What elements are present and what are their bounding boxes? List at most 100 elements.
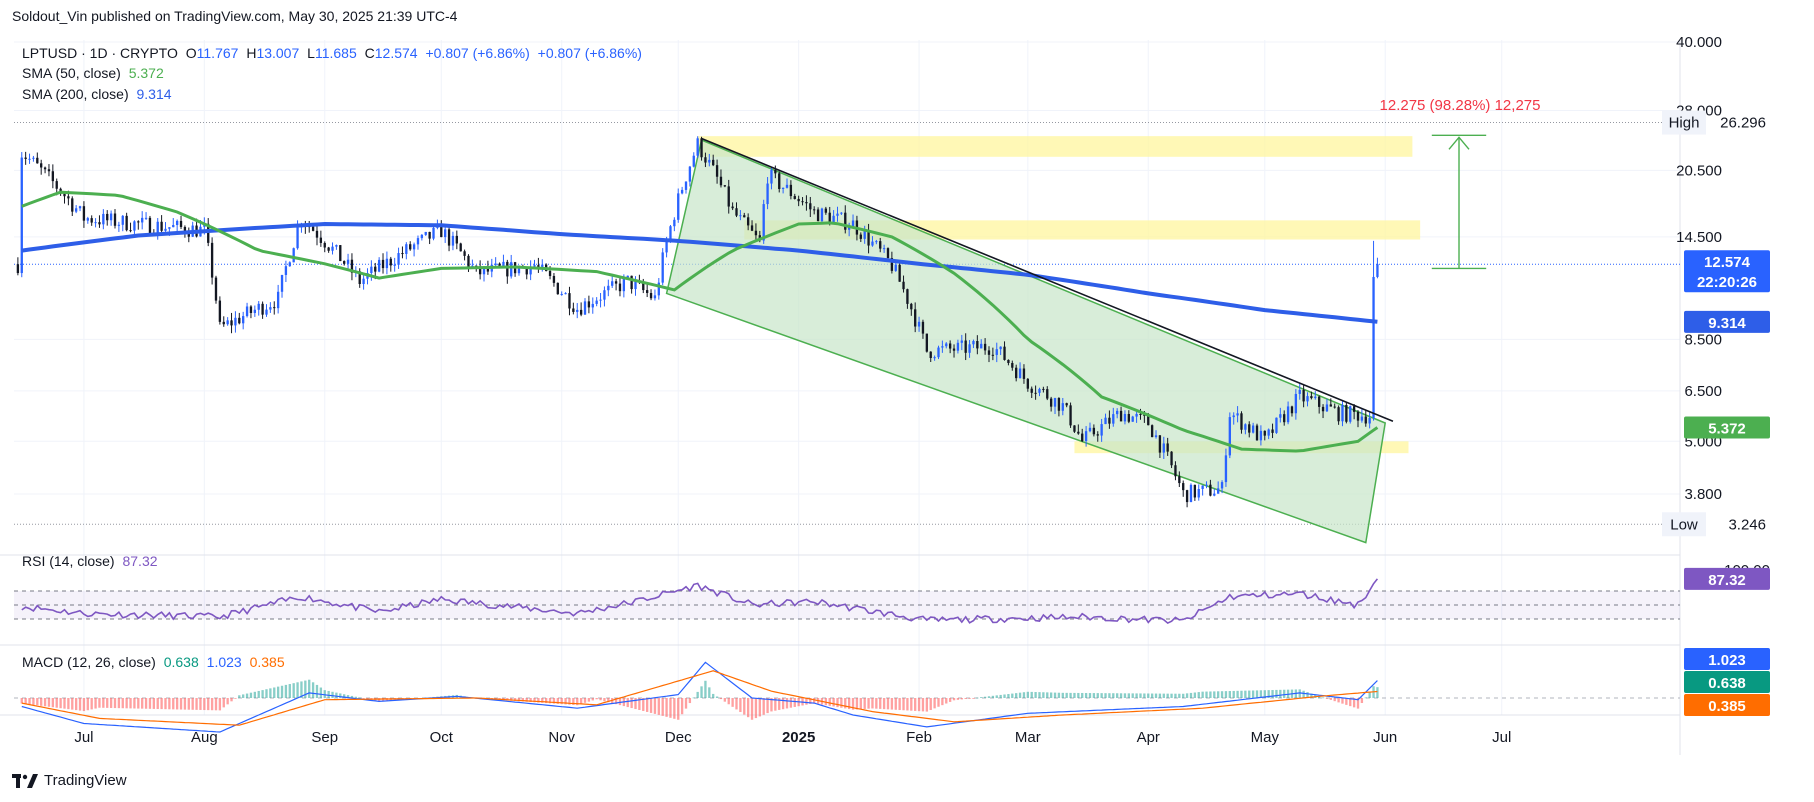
macd-hist-bar: [1244, 690, 1247, 698]
candle-body: [478, 266, 482, 275]
legend-change-2: +0.807 (+6.86%): [537, 45, 642, 61]
candle-body: [90, 218, 93, 223]
macd-hist-bar: [300, 681, 303, 698]
candle-body: [1329, 404, 1332, 407]
macd-hist-bar: [844, 698, 847, 709]
candle-body: [20, 157, 23, 274]
channel-area: [665, 139, 1387, 544]
macd-hist-bar: [1011, 693, 1014, 698]
candle-body: [762, 204, 765, 241]
macd-hist-bar: [1255, 690, 1259, 698]
macd-hist-bar: [1267, 690, 1270, 698]
macd-hist-bar: [152, 698, 156, 709]
candle-body: [517, 266, 521, 274]
candle-body: [809, 203, 812, 210]
macd-hist-bar: [1057, 692, 1061, 698]
candle-body: [576, 309, 579, 312]
candle-body: [968, 344, 971, 353]
candle-body: [1069, 405, 1072, 426]
candle-body: [1170, 451, 1173, 466]
candle-body: [622, 277, 626, 292]
candle-body: [1248, 424, 1251, 433]
macd-hist-bar: [739, 698, 742, 713]
macd-hist-bar: [669, 698, 672, 718]
candle-body: [1321, 406, 1325, 412]
macd-hist-bar: [1053, 692, 1057, 698]
macd-hist-bar: [704, 680, 707, 698]
macd-hist-bar: [1321, 697, 1325, 699]
candle-body: [385, 258, 389, 269]
macd-hist-bar: [276, 686, 280, 698]
candle-body: [1232, 415, 1235, 418]
candle-body: [1197, 489, 1200, 498]
macd-hist-bar: [513, 698, 517, 701]
axis-tags: High 26.296 Low 3.246 12.574 22:20:26 9.314 5.3…: [1662, 110, 1770, 716]
time-axis[interactable]: Jul Aug Sep Oct Nov Dec 2025 Feb Mar Apr May Jun Jul: [74, 729, 1511, 746]
tradingview-logo[interactable]: TradingView: [12, 772, 127, 789]
macd-hist-bar: [579, 698, 583, 705]
macd-hist-bar: [948, 698, 952, 702]
candle-body: [1217, 488, 1220, 494]
macd-hist-bar: [560, 698, 563, 705]
candle-body: [381, 259, 385, 269]
macd-hist-bar: [890, 698, 894, 710]
macd-hist-bar: [1018, 692, 1022, 698]
candle-body: [222, 321, 225, 325]
candle-body: [40, 163, 43, 168]
candle-body: [1127, 413, 1130, 422]
legend-o: 11.767: [196, 45, 239, 61]
candle-body: [673, 219, 676, 227]
candle-body: [78, 206, 82, 209]
candle-body: [1236, 413, 1239, 416]
candle-body: [187, 233, 190, 237]
macd-hist-bar: [346, 695, 350, 698]
candle-body: [1364, 416, 1367, 424]
candle-body: [117, 224, 121, 226]
candle-body: [626, 275, 629, 278]
macd-hist-bar: [40, 698, 43, 706]
candle-body: [1279, 414, 1282, 418]
candle-body: [680, 189, 684, 194]
macd-hist-bar: [723, 698, 727, 702]
candle-body: [253, 309, 256, 314]
macd-hist-bar: [327, 690, 330, 698]
candle-body: [1271, 429, 1274, 433]
candle-body: [455, 235, 458, 244]
macd-hist-bar: [106, 698, 109, 708]
macd-hist-bar: [840, 698, 843, 708]
macd-hist-bar: [133, 698, 136, 709]
macd-hist-bar: [207, 698, 210, 711]
candle-body: [1368, 417, 1371, 424]
macd-hist-bar: [335, 692, 338, 698]
candle-body: [1201, 485, 1204, 490]
macd-line: [21, 661, 1378, 733]
candle-body: [537, 265, 540, 267]
candle-body: [172, 225, 175, 228]
candle-body: [106, 213, 109, 221]
macd-hist-bar: [168, 698, 171, 710]
candle-body: [746, 217, 750, 226]
macd-hist-bar: [129, 698, 132, 709]
macd-tag-bg: [1684, 671, 1770, 693]
macd-hist-bar: [273, 687, 276, 698]
legend-l-label: L: [307, 45, 315, 61]
candle-body: [28, 158, 31, 160]
macd-hist-bar: [529, 698, 532, 703]
candle-body: [401, 253, 404, 255]
macd-hist-bar: [1104, 693, 1107, 698]
legend-change: +0.807 (+6.86%): [425, 45, 530, 61]
legend-c-label: C: [364, 45, 375, 61]
macd-hist-bar: [1073, 692, 1076, 698]
candle-body: [1360, 416, 1364, 421]
macd-hist-bar: [331, 691, 334, 698]
time-tick: 2025: [782, 729, 815, 746]
candle-body: [688, 166, 692, 182]
candle-body: [972, 340, 975, 345]
candle-body: [494, 263, 497, 265]
time-tick: Jul: [74, 729, 93, 746]
chart-canvas[interactable]: 12.275 (98.28%) 12,275 40.00028.00020.50…: [0, 0, 1814, 760]
candle-body: [420, 234, 424, 239]
candle-body: [1131, 416, 1134, 422]
candle-body: [634, 280, 637, 290]
candle-body: [743, 215, 746, 218]
